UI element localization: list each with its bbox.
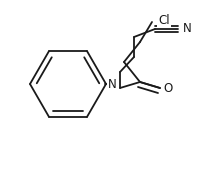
Text: N: N [183, 22, 192, 36]
Text: Cl: Cl [158, 13, 170, 26]
Text: N: N [108, 78, 116, 90]
Text: O: O [163, 83, 172, 95]
